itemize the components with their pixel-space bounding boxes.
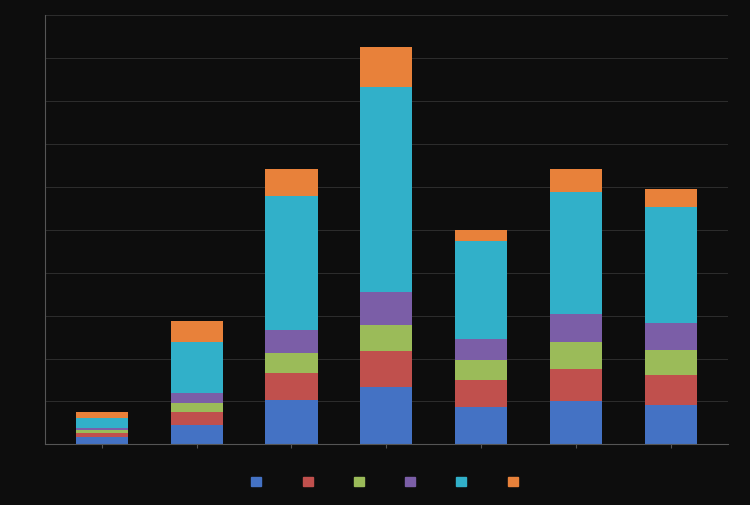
Bar	[266, 169, 317, 196]
Bar	[360, 47, 413, 87]
Bar	[550, 401, 602, 444]
Bar	[170, 412, 223, 425]
Bar	[644, 189, 697, 207]
Bar	[266, 330, 317, 353]
Bar	[455, 361, 507, 380]
Bar	[360, 292, 413, 325]
Bar	[266, 373, 317, 399]
Bar	[266, 196, 317, 330]
Bar	[550, 192, 602, 314]
Bar	[644, 323, 697, 349]
Bar	[170, 403, 223, 412]
Bar	[76, 428, 128, 430]
Bar	[360, 351, 413, 387]
Bar	[644, 375, 697, 405]
Bar	[360, 87, 413, 292]
Bar	[550, 314, 602, 342]
Bar	[266, 399, 317, 444]
Legend: , , , , , : , , , , ,	[246, 471, 526, 494]
Bar	[644, 405, 697, 444]
Bar	[76, 418, 128, 428]
Bar	[455, 230, 507, 240]
Bar	[266, 353, 317, 373]
Bar	[455, 380, 507, 407]
Bar	[455, 407, 507, 444]
Bar	[170, 392, 223, 403]
Bar	[360, 325, 413, 351]
Bar	[455, 240, 507, 339]
Bar	[170, 425, 223, 444]
Bar	[550, 342, 602, 369]
Bar	[550, 169, 602, 192]
Bar	[76, 433, 128, 437]
Bar	[170, 342, 223, 392]
Bar	[76, 430, 128, 433]
Bar	[76, 437, 128, 444]
Bar	[76, 412, 128, 418]
Bar	[360, 387, 413, 444]
Bar	[550, 369, 602, 401]
Bar	[644, 207, 697, 323]
Bar	[644, 349, 697, 375]
Bar	[170, 321, 223, 342]
Bar	[455, 339, 507, 361]
